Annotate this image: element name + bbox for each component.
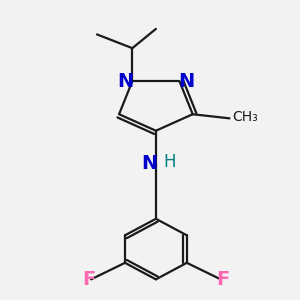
Text: N: N (179, 72, 195, 91)
Text: F: F (82, 270, 95, 289)
Text: H: H (163, 153, 175, 171)
Text: CH₃: CH₃ (232, 110, 258, 124)
Text: N: N (141, 154, 158, 173)
Text: F: F (216, 270, 230, 289)
Text: N: N (117, 72, 133, 91)
